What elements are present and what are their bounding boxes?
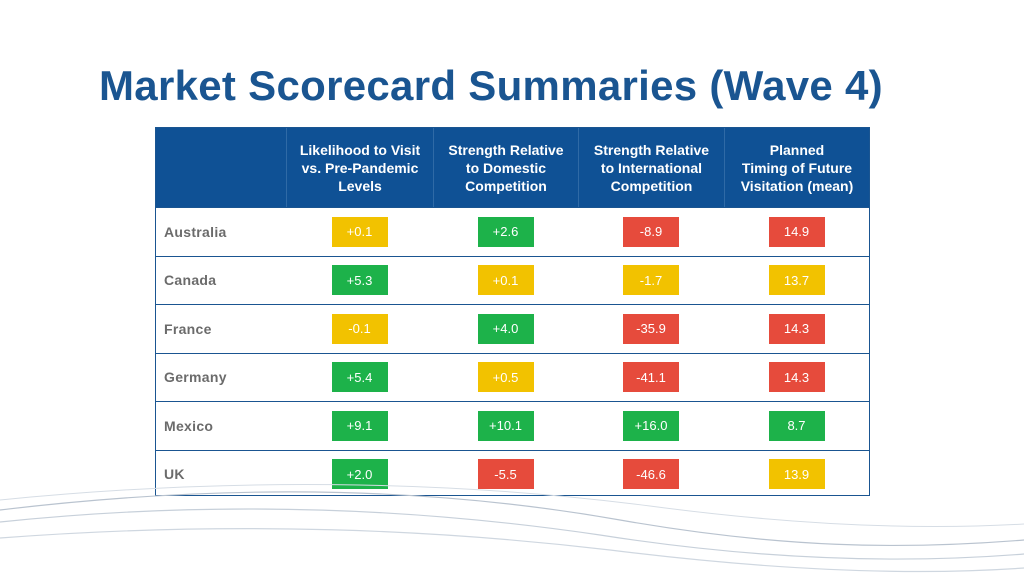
page-title: Market Scorecard Summaries (Wave 4) <box>99 62 883 109</box>
score-badge: +4.0 <box>477 313 534 344</box>
table-header: Likelihood to Visit vs. Pre-Pandemic Lev… <box>156 128 869 207</box>
score-badge: -41.1 <box>623 362 679 393</box>
score-badge: 14.9 <box>768 216 825 247</box>
score-badge: +5.3 <box>331 265 388 296</box>
score-badge: -35.9 <box>623 313 679 344</box>
score-badge: +0.1 <box>477 265 534 296</box>
table-row: UK +2.0 -5.5 -46.6 13.9 <box>156 449 869 499</box>
scorecard-table: Likelihood to Visit vs. Pre-Pandemic Lev… <box>155 127 870 496</box>
score-badge: +0.5 <box>477 362 534 393</box>
score-badge: 13.7 <box>768 265 825 296</box>
score-badge: -0.1 <box>331 313 388 344</box>
country-label: France <box>164 320 212 337</box>
country-label: UK <box>164 466 185 483</box>
header-corner <box>156 128 286 207</box>
decorative-waves <box>0 484 1024 573</box>
score-badge: 8.7 <box>768 410 825 441</box>
table-row: Mexico +9.1 +10.1 +16.0 8.7 <box>156 401 869 450</box>
header-strength-international: Strength Relative to International Compe… <box>578 128 724 207</box>
score-badge: -5.5 <box>477 459 534 490</box>
score-badge: +5.4 <box>331 362 388 393</box>
score-badge: +2.0 <box>331 459 388 490</box>
table-row: France -0.1 +4.0 -35.9 14.3 <box>156 304 869 353</box>
score-badge: -46.6 <box>623 459 679 490</box>
score-badge: 14.3 <box>768 362 825 393</box>
header-likelihood-to-visit: Likelihood to Visit vs. Pre-Pandemic Lev… <box>286 128 433 207</box>
score-badge: -1.7 <box>623 265 679 296</box>
score-badge: +2.6 <box>477 216 534 247</box>
table-row: Canada +5.3 +0.1 -1.7 13.7 <box>156 255 869 305</box>
score-badge: +9.1 <box>331 410 388 441</box>
header-planned-timing: Planned Timing of Future Visitation (mea… <box>724 128 869 207</box>
table-row: Australia +0.1 +2.6 -8.9 14.9 <box>156 207 869 256</box>
country-label: Australia <box>164 223 227 240</box>
score-badge: +16.0 <box>623 410 679 441</box>
header-strength-domestic: Strength Relative to Domestic Competitio… <box>433 128 578 207</box>
score-badge: 14.3 <box>768 313 825 344</box>
country-label: Canada <box>164 272 217 289</box>
table-row: Germany +5.4 +0.5 -41.1 14.3 <box>156 352 869 402</box>
score-badge: +0.1 <box>331 216 388 247</box>
country-label: Mexico <box>164 417 214 434</box>
score-badge: -8.9 <box>623 216 679 247</box>
score-badge: 13.9 <box>768 459 825 490</box>
country-label: Germany <box>164 369 227 386</box>
score-badge: +10.1 <box>477 410 534 441</box>
